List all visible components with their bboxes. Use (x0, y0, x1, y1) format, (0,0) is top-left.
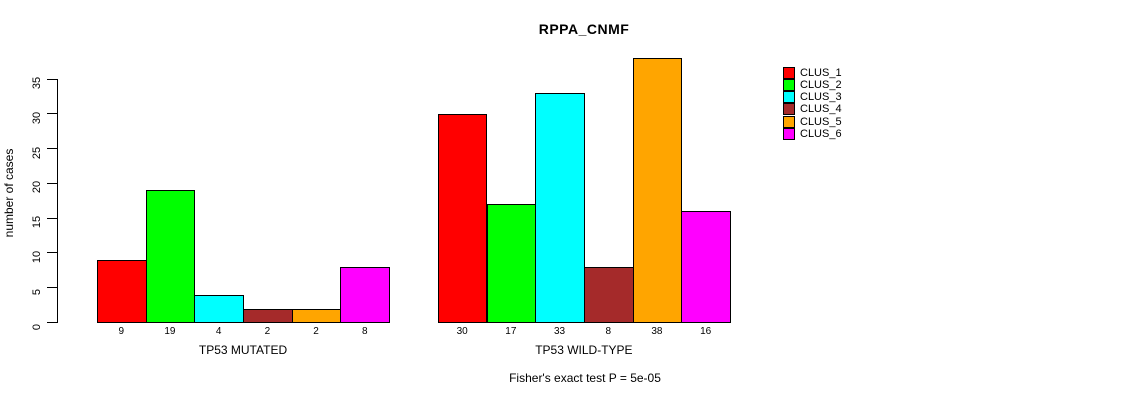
bar-value-label: 2 (264, 326, 271, 337)
y-tick (46, 322, 58, 323)
y-tick-label: 30 (31, 111, 43, 124)
bar-value-label: 8 (361, 326, 368, 337)
legend-label: CLUS_2 (800, 78, 842, 91)
bar-value-label: 30 (456, 326, 468, 337)
y-tick (46, 113, 58, 115)
legend-swatch-clus_3 (783, 91, 795, 104)
chart-title: RPPA_CNMF (538, 21, 630, 37)
bar-clus_2 (486, 204, 537, 323)
bar-clus_1 (437, 113, 488, 323)
legend-swatch-clus_1 (783, 66, 795, 79)
bar-value-label: 2 (313, 326, 319, 337)
bar-value-label: 17 (505, 326, 517, 337)
y-tick-label: 5 (31, 288, 43, 295)
legend-swatch-clus_5 (783, 115, 795, 128)
legend-label: CLUS_3 (800, 91, 842, 104)
y-tick (46, 148, 58, 150)
legend-swatch-clus_4 (783, 103, 795, 116)
legend-label: CLUS_5 (800, 115, 842, 128)
y-tick (46, 182, 58, 184)
legend-label: CLUS_6 (800, 128, 842, 141)
bar-clus_4 (583, 266, 634, 323)
y-tick-label: 20 (31, 181, 43, 194)
y-tick-label: 25 (31, 146, 43, 159)
bar-clus_6 (340, 266, 391, 323)
bar-clus_5 (291, 308, 342, 323)
y-tick-label: 0 (31, 323, 43, 330)
y-tick (46, 217, 58, 219)
bar-clus_5 (632, 58, 683, 323)
bar-value-label: 19 (164, 326, 176, 337)
bar-clus_3 (194, 294, 244, 323)
y-tick (46, 252, 58, 254)
legend-swatch-clus_2 (783, 78, 795, 91)
legend-swatch-clus_6 (783, 128, 795, 141)
y-tick (46, 78, 58, 80)
bar-value-label: 33 (553, 326, 566, 337)
group-label: TP53 MUTATED (198, 343, 288, 357)
y-tick-label: 15 (31, 216, 43, 229)
y-tick (46, 287, 58, 289)
group-label: TP53 WILD-TYPE (535, 343, 633, 357)
y-tick-label: 10 (31, 250, 43, 264)
bar-clus_2 (145, 190, 196, 323)
legend-label: CLUS_4 (800, 103, 842, 116)
bar-value-label: 4 (215, 326, 222, 337)
y-axis-label: number of cases (2, 148, 16, 238)
y-axis-line (57, 78, 58, 323)
legend-label: CLUS_1 (800, 66, 842, 79)
bar-clus_6 (681, 211, 731, 323)
fisher-test-note: Fisher's exact test P = 5e-05 (509, 371, 661, 385)
bar-clus_4 (243, 308, 293, 323)
y-tick-label: 35 (31, 76, 43, 90)
bar-value-label: 38 (651, 326, 663, 337)
bar-value-label: 9 (118, 326, 125, 337)
bar-clus_3 (535, 92, 585, 323)
bar-value-label: 16 (700, 326, 712, 337)
bar-clus_1 (96, 259, 147, 323)
bar-value-label: 8 (605, 326, 612, 337)
